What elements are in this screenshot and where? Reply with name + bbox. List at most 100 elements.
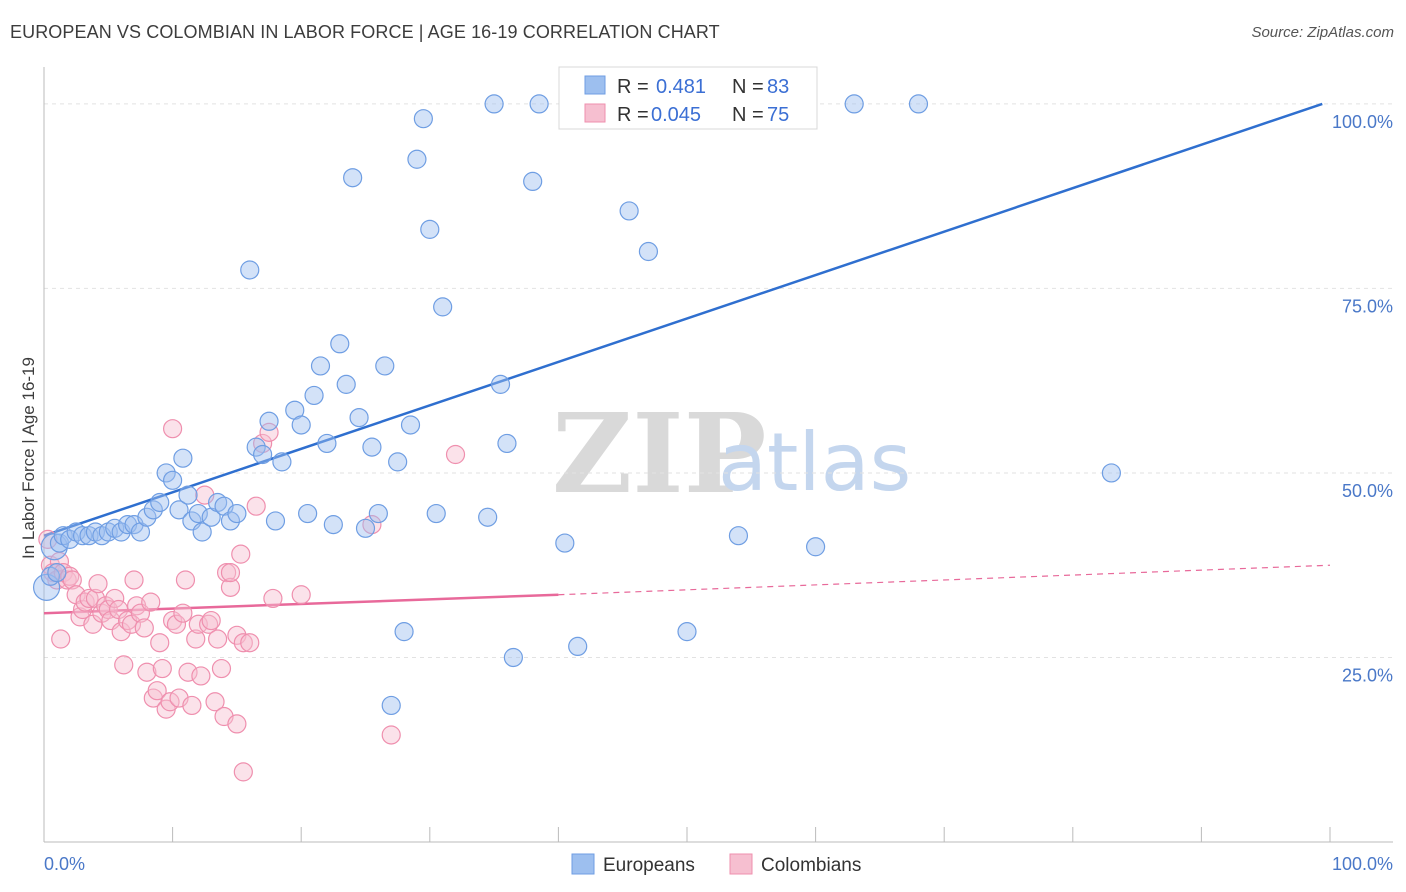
stats-r-label-europeans: R = [617, 76, 649, 98]
european-point [208, 492, 228, 513]
legend-swatch-colombians [729, 853, 753, 875]
colombian-point [147, 681, 167, 701]
european-point [490, 374, 511, 394]
axes [43, 67, 1393, 843]
colombian-point [166, 614, 187, 634]
colombian-point [233, 762, 253, 782]
colombian-point [51, 629, 71, 649]
european-point [192, 522, 212, 542]
european-point [638, 241, 659, 262]
european-point [298, 503, 318, 524]
x-tick-label-100: 100.0% [1332, 854, 1393, 874]
stats-r-label-colombians: R = [617, 104, 649, 126]
european-point [420, 219, 440, 239]
european-point [529, 94, 549, 114]
stats-r-value-colombians: 0.045 [651, 104, 701, 126]
colombian-point [182, 695, 202, 716]
colombian-point [220, 562, 241, 583]
colombian-point [188, 614, 208, 634]
european-point [259, 411, 279, 431]
colombian-point [163, 419, 183, 439]
european-point [523, 171, 543, 192]
european-point [265, 511, 286, 531]
european-point [188, 503, 208, 524]
legend-label-colombians: Colombians [761, 855, 861, 876]
chart-title: EUROPEAN VS COLOMBIAN IN LABOR FORCE | A… [10, 22, 720, 42]
european-point [40, 566, 61, 586]
european-point [336, 374, 356, 394]
stats-n-value-europeans: 83 [767, 76, 789, 98]
european-point [484, 94, 504, 114]
european-point [317, 433, 337, 454]
colombian-point [201, 610, 221, 631]
colombian-point [211, 658, 232, 679]
european-point [310, 356, 331, 376]
european-point [426, 503, 446, 524]
colombian-point [98, 599, 118, 620]
stats-n-label-europeans: N = [732, 76, 764, 98]
colombian-point [88, 574, 108, 594]
colombian-point [111, 622, 131, 642]
european-point [156, 463, 176, 483]
european-point [47, 562, 67, 583]
colombian-point [227, 714, 247, 734]
colombian-point [150, 633, 170, 653]
x-tick-label-0: 0.0% [44, 854, 85, 874]
european-point [323, 515, 343, 535]
colombian-point [175, 570, 196, 590]
colombian-point [79, 588, 99, 609]
european-point [143, 500, 163, 520]
european-point [227, 503, 247, 524]
colombian-point [62, 570, 82, 590]
european-point [272, 452, 292, 472]
colombian-point [253, 433, 273, 454]
european-point [728, 526, 749, 546]
y-tick-label-25: 25.0% [1342, 665, 1393, 685]
colombian-point [263, 588, 283, 609]
european-point [53, 526, 73, 546]
colombian-point [220, 577, 241, 597]
colombian-point [381, 725, 401, 745]
colombian-point [38, 529, 58, 549]
y-tick-label-75: 75.0% [1342, 296, 1393, 316]
legend: Europeans Colombians [571, 853, 861, 876]
colombian-point [191, 666, 211, 686]
european-point [407, 149, 427, 169]
colombian-point [233, 633, 253, 653]
european-point [805, 537, 826, 557]
european-point [568, 636, 588, 657]
european-point [66, 522, 86, 542]
colombian-point [208, 629, 228, 649]
colombian-point [246, 496, 266, 516]
european-point [381, 695, 401, 716]
colombian-point [240, 633, 260, 653]
source-label: Source: ZipAtlas.com [1251, 24, 1394, 41]
stats-r-value-europeans: 0.481 [656, 76, 706, 98]
stats-n-label-colombians: N = [732, 104, 764, 126]
european-point [246, 437, 266, 457]
stats-n-value-colombians: 75 [767, 104, 789, 126]
european-point [169, 500, 189, 520]
stats-swatch-europeans [584, 75, 606, 95]
colombians-trend-extension [558, 564, 1331, 596]
european-point [433, 297, 453, 317]
colombian-point [173, 603, 193, 623]
colombian-point [134, 618, 154, 638]
colombians-points [38, 419, 466, 782]
colombian-point [105, 588, 125, 609]
legend-label-europeans: Europeans [603, 855, 695, 876]
european-point [503, 647, 523, 668]
european-point [1101, 463, 1121, 483]
legend-swatch-europeans [571, 853, 595, 875]
colombian-point [114, 655, 134, 675]
stats-swatch-colombians [584, 103, 606, 123]
gridlines [44, 103, 1393, 658]
colombian-point [199, 614, 219, 634]
colombian-point [205, 692, 225, 712]
european-point [555, 533, 575, 553]
european-point [220, 511, 241, 531]
colombian-point [231, 544, 251, 564]
european-point [368, 503, 388, 524]
european-point [240, 260, 260, 280]
colombian-point [362, 515, 382, 535]
